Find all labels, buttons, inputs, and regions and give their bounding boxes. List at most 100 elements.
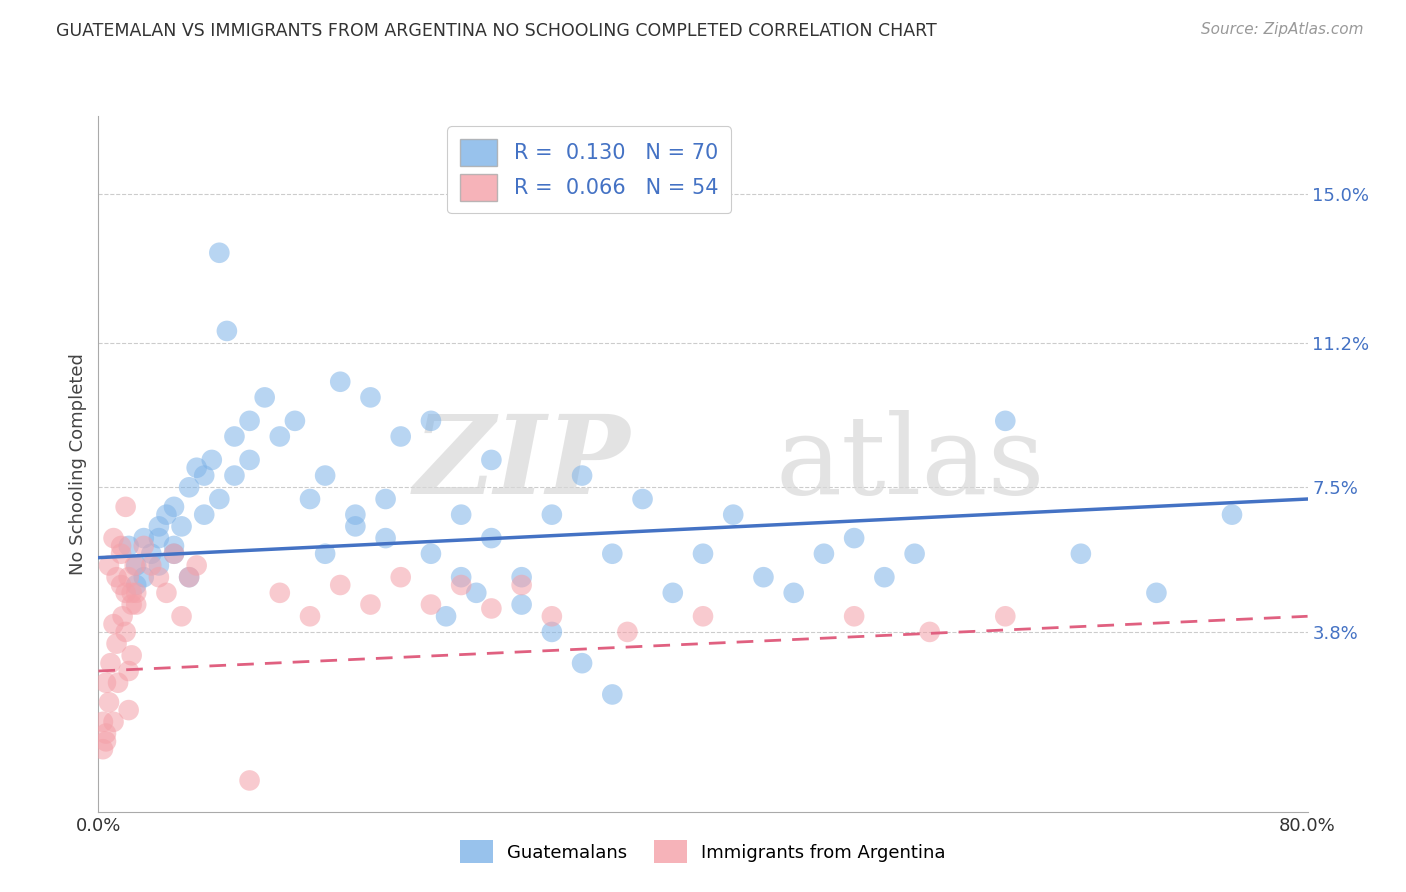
- Point: [344, 519, 367, 533]
- Point: [284, 414, 307, 428]
- Point: [170, 519, 193, 533]
- Point: [215, 324, 238, 338]
- Point: [904, 547, 927, 561]
- Point: [481, 531, 503, 545]
- Point: [125, 558, 148, 573]
- Point: [873, 570, 896, 584]
- Point: [121, 648, 143, 663]
- Point: [631, 491, 654, 506]
- Point: [1144, 586, 1167, 600]
- Text: Source: ZipAtlas.com: Source: ZipAtlas.com: [1201, 22, 1364, 37]
- Text: atlas: atlas: [776, 410, 1045, 517]
- Point: [148, 558, 170, 573]
- Point: [148, 531, 170, 545]
- Point: [510, 570, 533, 584]
- Point: [118, 664, 141, 678]
- Point: [98, 695, 121, 709]
- Point: [269, 586, 291, 600]
- Point: [125, 586, 148, 600]
- Point: [132, 531, 155, 545]
- Point: [571, 656, 593, 670]
- Point: [662, 586, 685, 600]
- Point: [118, 570, 141, 584]
- Point: [540, 508, 562, 522]
- Point: [103, 714, 125, 729]
- Point: [94, 675, 117, 690]
- Point: [132, 570, 155, 584]
- Point: [141, 547, 163, 561]
- Text: ZIP: ZIP: [413, 410, 630, 517]
- Y-axis label: No Schooling Completed: No Schooling Completed: [69, 353, 87, 574]
- Point: [540, 624, 562, 639]
- Point: [163, 547, 186, 561]
- Point: [94, 726, 117, 740]
- Point: [299, 609, 322, 624]
- Point: [434, 609, 457, 624]
- Point: [121, 586, 143, 600]
- Point: [208, 245, 231, 260]
- Point: [98, 558, 121, 573]
- Point: [450, 508, 472, 522]
- Point: [125, 578, 148, 592]
- Point: [420, 414, 443, 428]
- Point: [540, 609, 562, 624]
- Point: [114, 500, 136, 514]
- Point: [420, 547, 443, 561]
- Point: [692, 609, 714, 624]
- Point: [110, 547, 132, 561]
- Point: [118, 539, 141, 553]
- Point: [783, 586, 806, 600]
- Point: [124, 558, 146, 573]
- Point: [344, 508, 367, 522]
- Point: [360, 391, 382, 405]
- Point: [121, 598, 143, 612]
- Legend: Guatemalans, Immigrants from Argentina: Guatemalans, Immigrants from Argentina: [451, 831, 955, 872]
- Point: [269, 429, 291, 443]
- Point: [118, 703, 141, 717]
- Point: [752, 570, 775, 584]
- Point: [314, 468, 336, 483]
- Point: [360, 598, 382, 612]
- Point: [420, 598, 443, 612]
- Point: [125, 598, 148, 612]
- Point: [114, 624, 136, 639]
- Point: [155, 508, 177, 522]
- Point: [110, 539, 132, 553]
- Point: [844, 531, 866, 545]
- Point: [239, 773, 262, 788]
- Point: [1070, 547, 1092, 561]
- Point: [111, 609, 134, 624]
- Point: [450, 570, 472, 584]
- Point: [110, 578, 132, 592]
- Point: [163, 547, 186, 561]
- Point: [299, 491, 322, 506]
- Point: [148, 570, 170, 584]
- Point: [374, 531, 396, 545]
- Point: [994, 609, 1017, 624]
- Point: [723, 508, 745, 522]
- Point: [510, 578, 533, 592]
- Point: [314, 547, 336, 561]
- Point: [170, 609, 193, 624]
- Point: [994, 414, 1017, 428]
- Point: [329, 578, 352, 592]
- Point: [844, 609, 866, 624]
- Point: [141, 558, 163, 573]
- Point: [105, 570, 128, 584]
- Point: [813, 547, 835, 561]
- Point: [602, 688, 624, 702]
- Point: [389, 570, 412, 584]
- Point: [91, 742, 114, 756]
- Point: [132, 539, 155, 553]
- Point: [329, 375, 352, 389]
- Point: [465, 586, 488, 600]
- Point: [208, 491, 231, 506]
- Point: [179, 480, 201, 494]
- Point: [155, 586, 177, 600]
- Point: [510, 598, 533, 612]
- Point: [692, 547, 714, 561]
- Point: [918, 624, 941, 639]
- Point: [239, 453, 262, 467]
- Point: [481, 453, 503, 467]
- Point: [107, 675, 129, 690]
